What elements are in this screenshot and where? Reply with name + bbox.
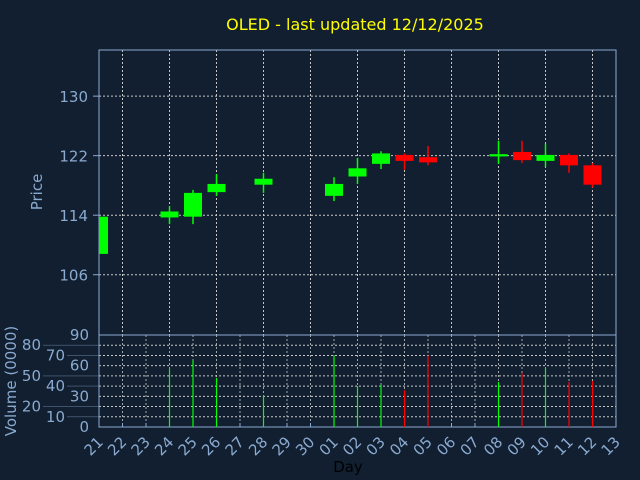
volume-tick-label: 70 xyxy=(46,346,65,364)
candle-body xyxy=(395,154,414,161)
candle-body xyxy=(372,153,390,164)
candle-body xyxy=(184,192,202,217)
x-tick-label: 05 xyxy=(410,433,436,459)
candle-body xyxy=(419,157,437,163)
x-tick-label: 28 xyxy=(245,433,271,459)
candle-body xyxy=(489,154,508,157)
volume-axis-label: Volume (0000) xyxy=(2,326,20,436)
price-tick-label: 130 xyxy=(59,88,88,106)
x-tick-label: 22 xyxy=(104,433,130,459)
x-tick-label: 01 xyxy=(316,433,342,459)
volume-tick-label: 60 xyxy=(70,357,89,375)
volume-tick-label: 80 xyxy=(22,336,41,354)
price-tick-label: 114 xyxy=(59,207,88,225)
x-tick-label: 06 xyxy=(433,433,459,459)
x-tick-label: 23 xyxy=(128,433,154,459)
x-axis-label: Day xyxy=(333,458,363,476)
x-tick-label: 12 xyxy=(574,433,600,459)
price-axis-label: Price xyxy=(28,174,46,211)
candle-body xyxy=(583,165,602,185)
price-tick-label: 106 xyxy=(59,267,88,285)
chart-title: OLED - last updated 12/12/2025 xyxy=(226,15,484,34)
candle-body xyxy=(536,154,555,161)
volume-tick-label: 10 xyxy=(46,408,65,426)
candle-body xyxy=(207,183,226,193)
candle-body xyxy=(160,211,179,218)
volume-tick-label: 30 xyxy=(70,387,89,405)
volume-tick-label: 20 xyxy=(22,398,41,416)
x-tick-label: 26 xyxy=(198,433,224,459)
x-tick-label: 24 xyxy=(151,433,177,459)
x-tick-label: 10 xyxy=(527,433,553,459)
x-tick-label: 11 xyxy=(551,433,577,459)
x-tick-label: 27 xyxy=(222,433,248,459)
x-tick-label: 29 xyxy=(269,433,295,459)
candle-body xyxy=(325,183,343,196)
candle-body xyxy=(99,216,108,254)
x-tick-label: 03 xyxy=(363,433,389,459)
x-tick-label: 02 xyxy=(339,433,365,459)
candle-body xyxy=(348,168,367,177)
x-tick-label: 25 xyxy=(175,433,201,459)
volume-tick-label: 50 xyxy=(22,367,41,385)
x-tick-label: 30 xyxy=(292,433,318,459)
price-tick-label: 122 xyxy=(59,148,88,166)
price-panel-frame xyxy=(98,49,617,336)
x-tick-label: 07 xyxy=(457,433,483,459)
x-tick-label: 13 xyxy=(598,433,624,459)
x-tick-label: 04 xyxy=(386,433,412,459)
candle-body xyxy=(560,154,578,166)
x-tick-label: 21 xyxy=(81,433,107,459)
volume-tick-label: 90 xyxy=(70,326,89,344)
x-tick-label: 08 xyxy=(480,433,506,459)
candle-body xyxy=(513,151,531,161)
x-tick-label: 09 xyxy=(504,433,530,459)
volume-tick-label: 40 xyxy=(46,377,65,395)
candle-body xyxy=(254,178,273,185)
volume-tick-label: 0 xyxy=(79,418,89,436)
